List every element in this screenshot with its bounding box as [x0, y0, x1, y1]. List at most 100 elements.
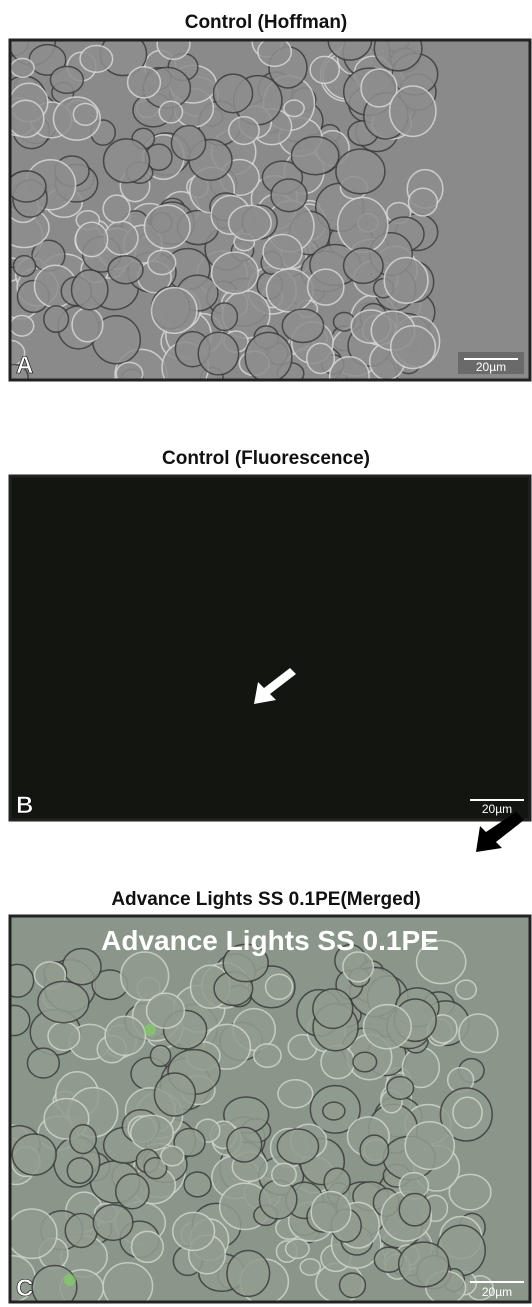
cell — [154, 1073, 195, 1116]
cell — [336, 149, 385, 194]
cell — [459, 1014, 498, 1053]
cell — [72, 308, 103, 342]
cell — [38, 981, 89, 1022]
cell — [409, 188, 438, 216]
cell — [7, 171, 46, 202]
cell — [147, 993, 185, 1028]
cell — [266, 269, 313, 312]
cell — [7, 1209, 57, 1258]
cell — [10, 316, 34, 337]
scale-label: 20µm — [482, 1285, 512, 1299]
cell — [254, 1044, 281, 1067]
image-panel — [10, 476, 530, 820]
figure: Control (Hoffman) A 20µm Control (Fluore… — [0, 0, 532, 1307]
cell — [44, 306, 69, 332]
cell — [353, 1052, 377, 1072]
cell — [277, 1129, 318, 1164]
cell — [152, 288, 197, 334]
cell — [70, 1125, 96, 1154]
cell — [198, 332, 238, 375]
cell — [360, 1135, 388, 1165]
cell — [330, 357, 369, 396]
cell — [171, 126, 205, 161]
cell — [286, 1239, 309, 1258]
cell — [284, 100, 304, 116]
cell — [399, 1194, 430, 1226]
cell — [11, 58, 34, 77]
cell — [93, 1205, 133, 1241]
cell — [71, 270, 107, 310]
cell — [65, 1213, 97, 1247]
cell — [313, 989, 353, 1029]
cell — [229, 205, 272, 240]
cell — [27, 1048, 59, 1078]
cell — [374, 26, 422, 71]
scale-label: 20µm — [476, 360, 506, 374]
cell — [391, 326, 436, 369]
cell — [227, 1127, 262, 1162]
cell — [131, 1115, 174, 1150]
cell — [73, 103, 97, 125]
cell — [48, 1022, 80, 1050]
fluorescence — [64, 1274, 76, 1286]
cell — [387, 1077, 414, 1100]
cell — [144, 205, 190, 248]
panel-letter: A — [16, 352, 33, 379]
panel-title: Advance Lights SS 0.1PE(Merged) — [111, 889, 420, 910]
cell — [212, 252, 259, 294]
cell — [311, 1191, 351, 1232]
cell — [103, 1263, 153, 1307]
cell — [384, 258, 428, 304]
cell — [157, 29, 190, 59]
cell — [453, 1097, 482, 1128]
cell — [161, 1146, 184, 1166]
cell — [266, 974, 293, 999]
cell — [62, 949, 101, 985]
cell — [150, 1045, 170, 1066]
cell — [282, 309, 323, 342]
cell — [323, 1102, 345, 1120]
cell — [456, 980, 477, 999]
panel-letter: C — [16, 1275, 33, 1302]
cell — [184, 1172, 211, 1197]
cell — [300, 1259, 320, 1275]
cell — [214, 74, 253, 113]
cell — [103, 195, 130, 222]
cell — [272, 1163, 297, 1185]
cell — [308, 269, 344, 305]
cell — [8, 100, 44, 137]
cell — [271, 179, 307, 212]
cell — [343, 952, 374, 982]
cell — [212, 303, 238, 331]
cell — [116, 1174, 149, 1209]
cell — [338, 197, 388, 252]
cell — [128, 67, 161, 98]
scale-label: 20µm — [482, 802, 512, 816]
cell — [173, 1212, 215, 1250]
cell — [131, 1231, 163, 1262]
cell — [344, 248, 383, 283]
cell — [80, 46, 113, 73]
arrow — [199, 852, 241, 888]
cell — [259, 1180, 296, 1219]
cell — [291, 137, 338, 175]
cell — [364, 1005, 412, 1049]
cell — [310, 56, 339, 83]
cell — [159, 101, 182, 123]
cell — [105, 1016, 145, 1055]
cell — [13, 256, 35, 277]
panel-letter: B — [16, 792, 33, 819]
cell — [76, 222, 108, 256]
cell — [148, 250, 176, 274]
panel-title: Control (Fluorescence) — [162, 448, 370, 469]
cell — [263, 235, 302, 270]
cell — [50, 66, 83, 93]
cell — [258, 37, 291, 66]
cell — [67, 1158, 92, 1183]
cell — [390, 86, 436, 136]
cell — [104, 221, 137, 255]
cell — [227, 1251, 270, 1297]
overlay-text: Advance Lights SS 0.1PE — [101, 925, 439, 956]
cell — [104, 139, 150, 183]
cell — [405, 1122, 454, 1170]
